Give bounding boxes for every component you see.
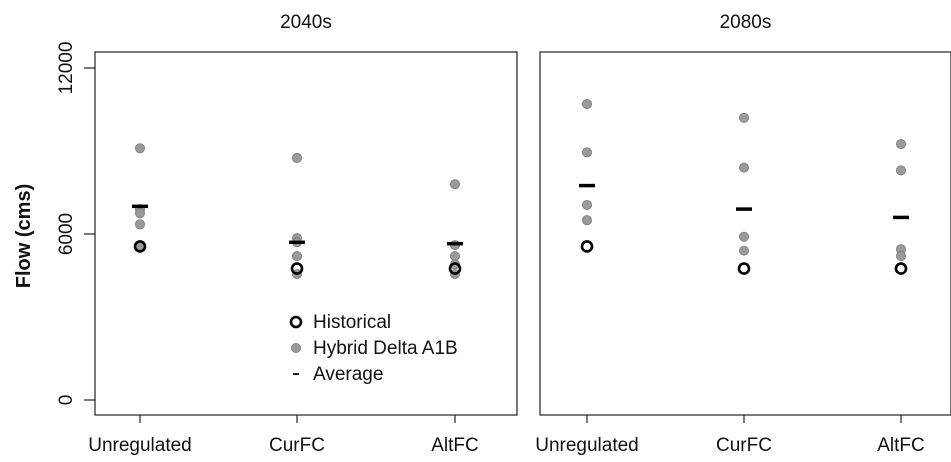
hybrid-point xyxy=(291,152,302,163)
x-tick-label: AltFC xyxy=(431,435,479,456)
y-tick-label: 0 xyxy=(56,395,77,406)
historical-point xyxy=(580,240,594,253)
panel-frame xyxy=(539,51,951,416)
hybrid-point xyxy=(582,98,593,109)
panel-2040s: 2040s Unregulated CurFC AltFC xyxy=(88,12,518,456)
hybrid-point xyxy=(134,219,145,230)
x-tick-label: Unregulated xyxy=(535,435,639,456)
legend-label: Historical xyxy=(313,312,391,333)
panel-frame xyxy=(94,51,518,416)
x-tick-label: AltFC xyxy=(877,435,925,456)
hybrid-point xyxy=(896,251,907,262)
legend-label: Average xyxy=(313,364,383,385)
hybrid-point xyxy=(739,245,750,256)
x-tick-label: Unregulated xyxy=(88,435,192,456)
legend-label: Hybrid Delta A1B xyxy=(313,338,458,359)
legend-marker-hybrid xyxy=(290,342,301,353)
hybrid-point xyxy=(582,147,593,158)
axis-layer: Flow (cms) 0 6000 12000 xyxy=(13,42,95,406)
panel-title: 2080s xyxy=(720,12,772,33)
legend-marker-historical xyxy=(289,315,303,329)
hybrid-point xyxy=(449,179,460,190)
hybrid-point xyxy=(449,251,460,262)
hybrid-point xyxy=(739,112,750,123)
historical-point xyxy=(290,262,304,275)
panel-2080s: 2080s Unregulated CurFC AltFC xyxy=(535,12,951,456)
legend-entry: Hybrid Delta A1B xyxy=(290,338,458,359)
legend-entry: Average xyxy=(293,364,383,385)
historical-point xyxy=(737,262,751,275)
historical-point xyxy=(448,262,462,275)
x-tick-label: CurFC xyxy=(716,435,772,456)
hybrid-point xyxy=(582,199,593,210)
legend: Historical Hybrid Delta A1B Average xyxy=(289,312,458,385)
historical-point xyxy=(894,262,908,275)
hybrid-point xyxy=(739,231,750,242)
hybrid-point xyxy=(896,139,907,150)
hybrid-point xyxy=(739,162,750,173)
y-axis-label: Flow (cms) xyxy=(13,184,35,288)
y-tick-label: 12000 xyxy=(56,42,77,95)
panel-title: 2040s xyxy=(280,12,332,33)
y-tick-label: 6000 xyxy=(56,213,77,255)
panels-layer: 2040s Unregulated CurFC AltFC 2080s Unregulat… xyxy=(88,12,951,456)
hybrid-point xyxy=(291,251,302,262)
historical-point xyxy=(133,240,147,253)
hybrid-point xyxy=(582,215,593,226)
x-tick-label: CurFC xyxy=(269,435,325,456)
hybrid-point xyxy=(134,208,145,219)
hybrid-point xyxy=(134,143,145,154)
hybrid-point xyxy=(896,165,907,176)
legend-entry: Historical xyxy=(289,312,391,333)
